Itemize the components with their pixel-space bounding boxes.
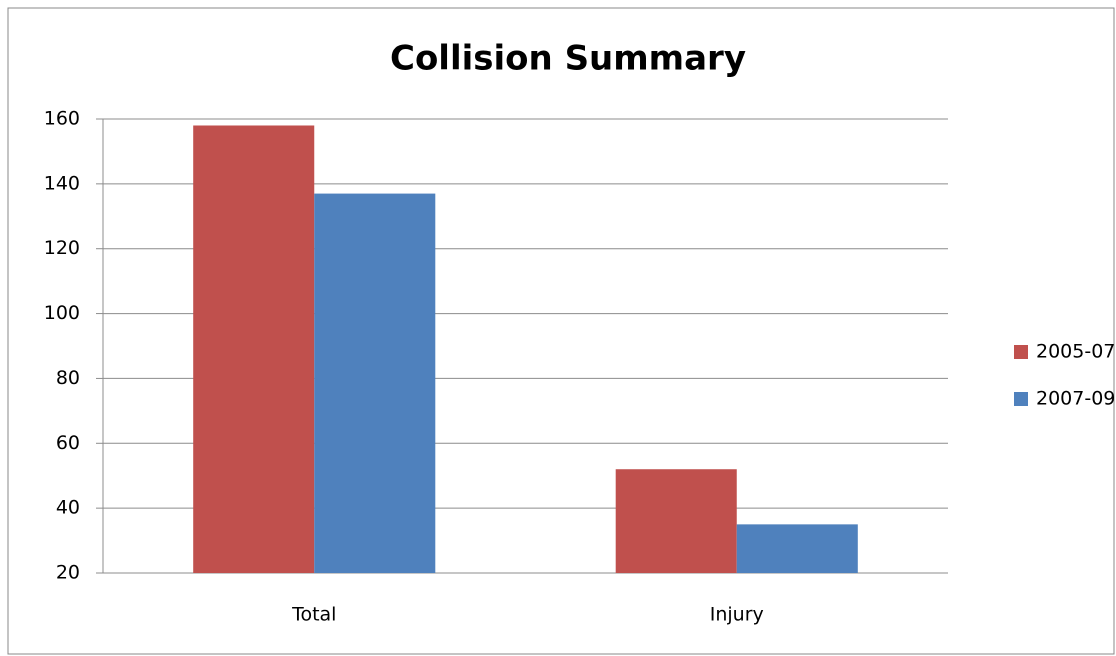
x-tick-label: Injury bbox=[710, 604, 764, 626]
chart-frame bbox=[7, 7, 1115, 655]
bar bbox=[193, 125, 315, 573]
legend-swatch bbox=[1014, 392, 1028, 406]
y-tick-label: 160 bbox=[44, 108, 80, 130]
bar bbox=[314, 193, 436, 574]
bar bbox=[615, 469, 737, 573]
y-tick-label: 140 bbox=[44, 172, 80, 194]
legend-swatch bbox=[1014, 345, 1028, 359]
y-tick-label: 20 bbox=[56, 562, 80, 584]
y-tick-label: 80 bbox=[56, 367, 80, 389]
bar bbox=[736, 524, 858, 573]
x-tick-label: Total bbox=[291, 604, 336, 626]
chart-title: Collision Summary bbox=[390, 39, 746, 79]
y-tick-label: 100 bbox=[44, 302, 80, 324]
legend-label: 2007-09 bbox=[1036, 388, 1115, 410]
y-tick-label: 40 bbox=[56, 497, 80, 519]
y-tick-label: 120 bbox=[44, 237, 80, 259]
legend-label: 2005-07 bbox=[1036, 341, 1115, 363]
y-tick-label: 60 bbox=[56, 432, 80, 454]
